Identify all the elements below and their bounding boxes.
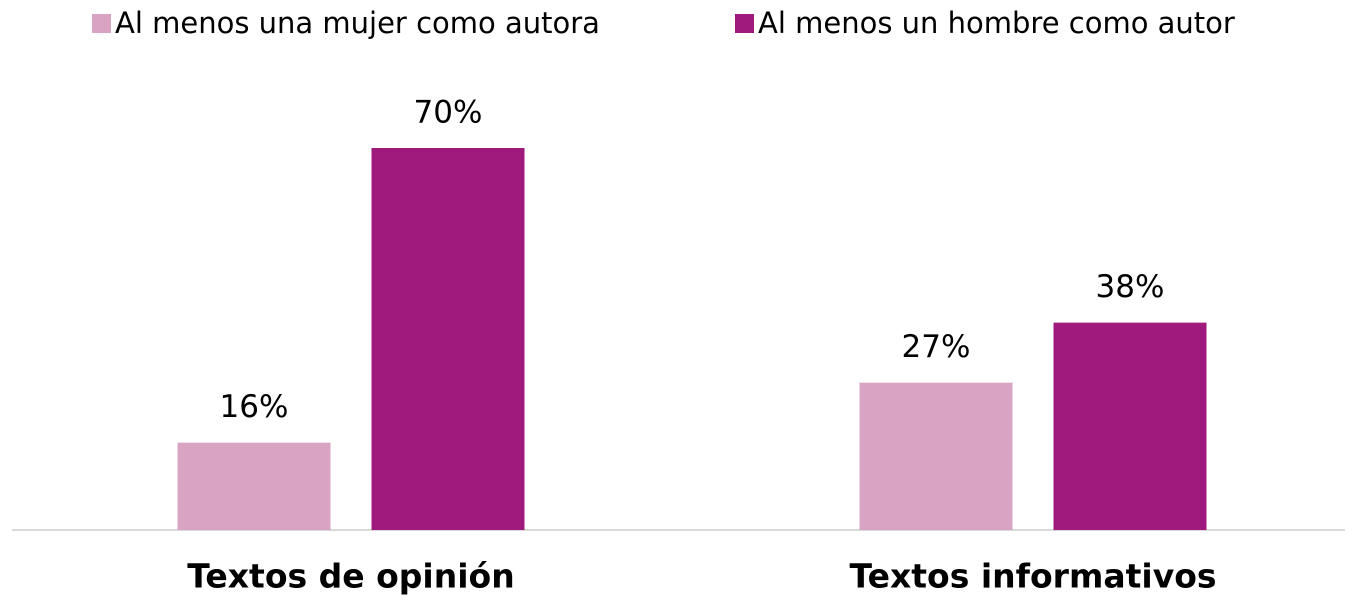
legend-label: Al menos una mujer como autora bbox=[115, 6, 600, 40]
bar bbox=[371, 148, 525, 530]
value-label: 70% bbox=[414, 95, 483, 131]
value-label: 27% bbox=[902, 329, 971, 365]
value-label: 16% bbox=[220, 389, 289, 425]
category-label: Textos informativos bbox=[849, 557, 1216, 596]
bar bbox=[177, 442, 331, 530]
bar bbox=[1053, 322, 1207, 530]
legend-swatch bbox=[735, 14, 754, 33]
value-label: 38% bbox=[1096, 269, 1165, 305]
category-label: Textos de opinión bbox=[187, 557, 514, 596]
bar bbox=[859, 382, 1013, 530]
legend-label: Al menos un hombre como autor bbox=[758, 6, 1235, 40]
legend-swatch bbox=[92, 14, 111, 33]
